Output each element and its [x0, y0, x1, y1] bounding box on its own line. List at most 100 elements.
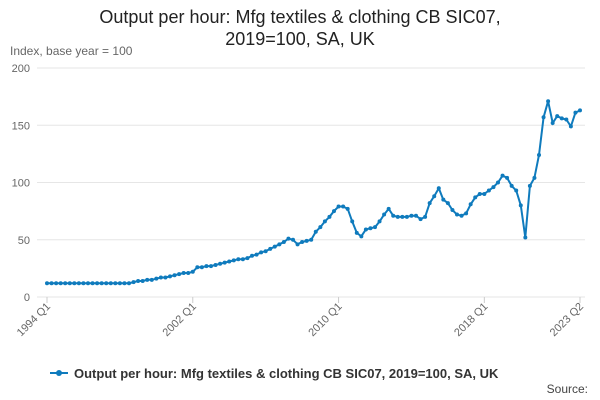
- point: [436, 186, 441, 191]
- point: [564, 117, 569, 122]
- point: [382, 212, 387, 217]
- point: [295, 242, 300, 247]
- point: [54, 281, 59, 286]
- point: [72, 281, 77, 286]
- point: [363, 227, 368, 232]
- point: [377, 219, 382, 224]
- point: [117, 281, 122, 286]
- point: [218, 261, 223, 266]
- point: [341, 204, 346, 209]
- point: [195, 265, 200, 270]
- point: [350, 219, 355, 224]
- x-tick-label: 1994 Q1: [15, 301, 53, 339]
- point: [400, 214, 405, 219]
- point: [81, 281, 86, 286]
- point: [345, 206, 350, 211]
- point: [209, 264, 213, 269]
- legend-marker: [56, 370, 62, 376]
- x-tick-label: 2010 Q1: [306, 301, 344, 339]
- point: [359, 234, 364, 239]
- point: [391, 213, 396, 218]
- x-tick-label: 2018 Q1: [452, 301, 490, 339]
- point: [477, 191, 482, 196]
- point: [113, 281, 118, 286]
- point: [63, 281, 68, 286]
- point: [122, 281, 127, 286]
- point: [250, 253, 254, 258]
- point: [281, 240, 286, 245]
- point: [386, 206, 391, 211]
- point: [418, 217, 423, 222]
- y-tick-label: 0: [24, 292, 30, 304]
- point: [286, 236, 291, 241]
- point: [245, 256, 250, 261]
- point: [108, 281, 113, 286]
- point: [181, 270, 186, 275]
- y-tick-label: 50: [18, 235, 30, 247]
- source: Source:: [547, 382, 588, 396]
- point: [199, 265, 204, 270]
- point: [473, 195, 478, 200]
- point: [140, 278, 145, 283]
- y-tick-label: 150: [12, 120, 30, 132]
- point: [404, 214, 409, 219]
- point: [58, 281, 63, 286]
- point: [464, 211, 469, 216]
- point: [163, 275, 168, 280]
- point: [149, 277, 154, 282]
- point: [354, 230, 359, 235]
- legend-label: Output per hour: Mfg textiles & clothing…: [74, 366, 499, 381]
- point: [259, 250, 264, 255]
- point: [145, 277, 150, 282]
- point: [304, 238, 309, 243]
- point: [131, 280, 136, 285]
- point: [509, 183, 514, 188]
- point: [532, 175, 537, 180]
- point: [409, 213, 414, 218]
- series-line: [47, 100, 581, 285]
- x-tick-label: 2002 Q1: [161, 301, 199, 339]
- x-tick-label: 2023 Q2: [548, 301, 586, 339]
- point: [104, 281, 109, 286]
- point: [555, 114, 560, 119]
- point: [527, 183, 532, 188]
- point: [482, 191, 487, 196]
- point: [291, 237, 295, 242]
- point: [500, 173, 505, 178]
- point: [395, 214, 400, 219]
- point: [518, 203, 523, 208]
- point: [332, 209, 336, 214]
- point: [90, 281, 95, 286]
- point: [414, 213, 418, 218]
- y-tick-label: 200: [12, 63, 30, 75]
- point: [190, 269, 195, 274]
- point: [204, 264, 209, 269]
- point: [300, 240, 305, 245]
- point: [373, 225, 377, 230]
- point: [127, 281, 131, 286]
- point: [523, 235, 528, 240]
- point: [45, 281, 49, 286]
- chart-title: Output per hour: Mfg textiles & clothing…: [99, 7, 501, 49]
- point: [318, 225, 323, 230]
- point: [49, 281, 54, 286]
- point: [154, 276, 159, 281]
- point: [99, 281, 104, 286]
- point: [459, 213, 464, 218]
- point: [486, 188, 491, 193]
- point: [222, 260, 227, 265]
- point: [172, 273, 177, 278]
- point: [309, 237, 314, 242]
- point: [432, 194, 437, 199]
- point: [327, 214, 332, 219]
- point: [541, 115, 546, 120]
- point: [550, 120, 555, 125]
- point: [445, 201, 450, 206]
- point: [177, 272, 182, 277]
- point: [491, 185, 496, 190]
- point: [67, 281, 72, 286]
- point: [546, 99, 551, 104]
- point: [468, 202, 473, 207]
- point: [168, 274, 172, 279]
